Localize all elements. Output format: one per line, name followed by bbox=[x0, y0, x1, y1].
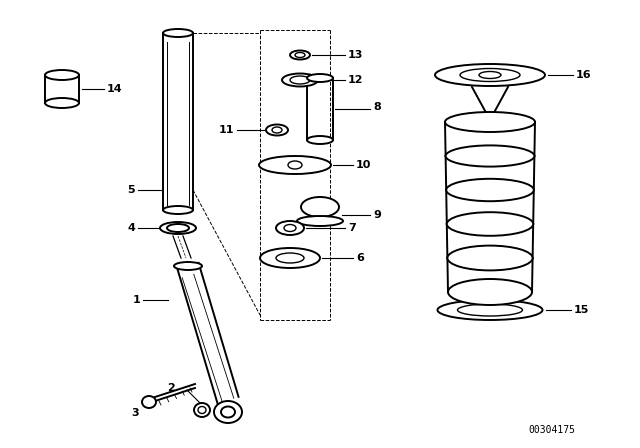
Ellipse shape bbox=[447, 246, 532, 271]
Ellipse shape bbox=[438, 300, 543, 320]
Text: 7: 7 bbox=[348, 223, 356, 233]
Ellipse shape bbox=[446, 179, 534, 201]
Ellipse shape bbox=[214, 401, 242, 423]
Ellipse shape bbox=[174, 262, 202, 270]
Ellipse shape bbox=[194, 403, 210, 417]
Ellipse shape bbox=[486, 280, 494, 284]
Ellipse shape bbox=[45, 70, 79, 80]
Ellipse shape bbox=[295, 52, 305, 57]
Ellipse shape bbox=[458, 304, 522, 316]
Text: 9: 9 bbox=[373, 210, 381, 220]
Ellipse shape bbox=[198, 406, 206, 414]
Ellipse shape bbox=[447, 212, 533, 236]
Text: 1: 1 bbox=[132, 295, 140, 305]
Text: 8: 8 bbox=[373, 102, 381, 112]
Ellipse shape bbox=[290, 76, 310, 84]
Ellipse shape bbox=[282, 73, 318, 86]
Text: 6: 6 bbox=[356, 253, 364, 263]
Text: 12: 12 bbox=[348, 75, 364, 85]
Ellipse shape bbox=[445, 146, 534, 167]
Text: 3: 3 bbox=[131, 408, 139, 418]
Ellipse shape bbox=[45, 98, 79, 108]
Ellipse shape bbox=[307, 74, 333, 82]
Text: 16: 16 bbox=[576, 70, 591, 80]
Text: 4: 4 bbox=[127, 223, 135, 233]
Ellipse shape bbox=[435, 64, 545, 86]
Ellipse shape bbox=[448, 279, 532, 305]
Ellipse shape bbox=[272, 127, 282, 133]
Ellipse shape bbox=[160, 222, 196, 234]
Ellipse shape bbox=[297, 216, 343, 226]
Text: 00304175: 00304175 bbox=[528, 425, 575, 435]
Ellipse shape bbox=[221, 406, 235, 418]
Ellipse shape bbox=[288, 161, 302, 169]
Ellipse shape bbox=[142, 396, 156, 408]
Ellipse shape bbox=[290, 51, 310, 60]
Ellipse shape bbox=[266, 125, 288, 135]
Ellipse shape bbox=[259, 156, 331, 174]
Text: 10: 10 bbox=[356, 160, 371, 170]
Ellipse shape bbox=[307, 136, 333, 144]
Ellipse shape bbox=[482, 293, 498, 303]
Ellipse shape bbox=[276, 253, 304, 263]
Text: 5: 5 bbox=[127, 185, 135, 195]
Ellipse shape bbox=[301, 197, 339, 217]
Ellipse shape bbox=[163, 206, 193, 214]
Ellipse shape bbox=[445, 112, 535, 132]
Ellipse shape bbox=[276, 221, 304, 235]
Ellipse shape bbox=[163, 29, 193, 37]
Text: 11: 11 bbox=[218, 125, 234, 135]
Ellipse shape bbox=[284, 224, 296, 232]
Ellipse shape bbox=[486, 297, 494, 303]
Ellipse shape bbox=[479, 72, 501, 78]
Ellipse shape bbox=[167, 224, 189, 232]
Text: 14: 14 bbox=[107, 84, 123, 94]
Text: 13: 13 bbox=[348, 50, 364, 60]
Text: 2: 2 bbox=[167, 383, 175, 393]
Ellipse shape bbox=[460, 69, 520, 82]
Ellipse shape bbox=[260, 248, 320, 268]
Text: 15: 15 bbox=[573, 305, 589, 315]
